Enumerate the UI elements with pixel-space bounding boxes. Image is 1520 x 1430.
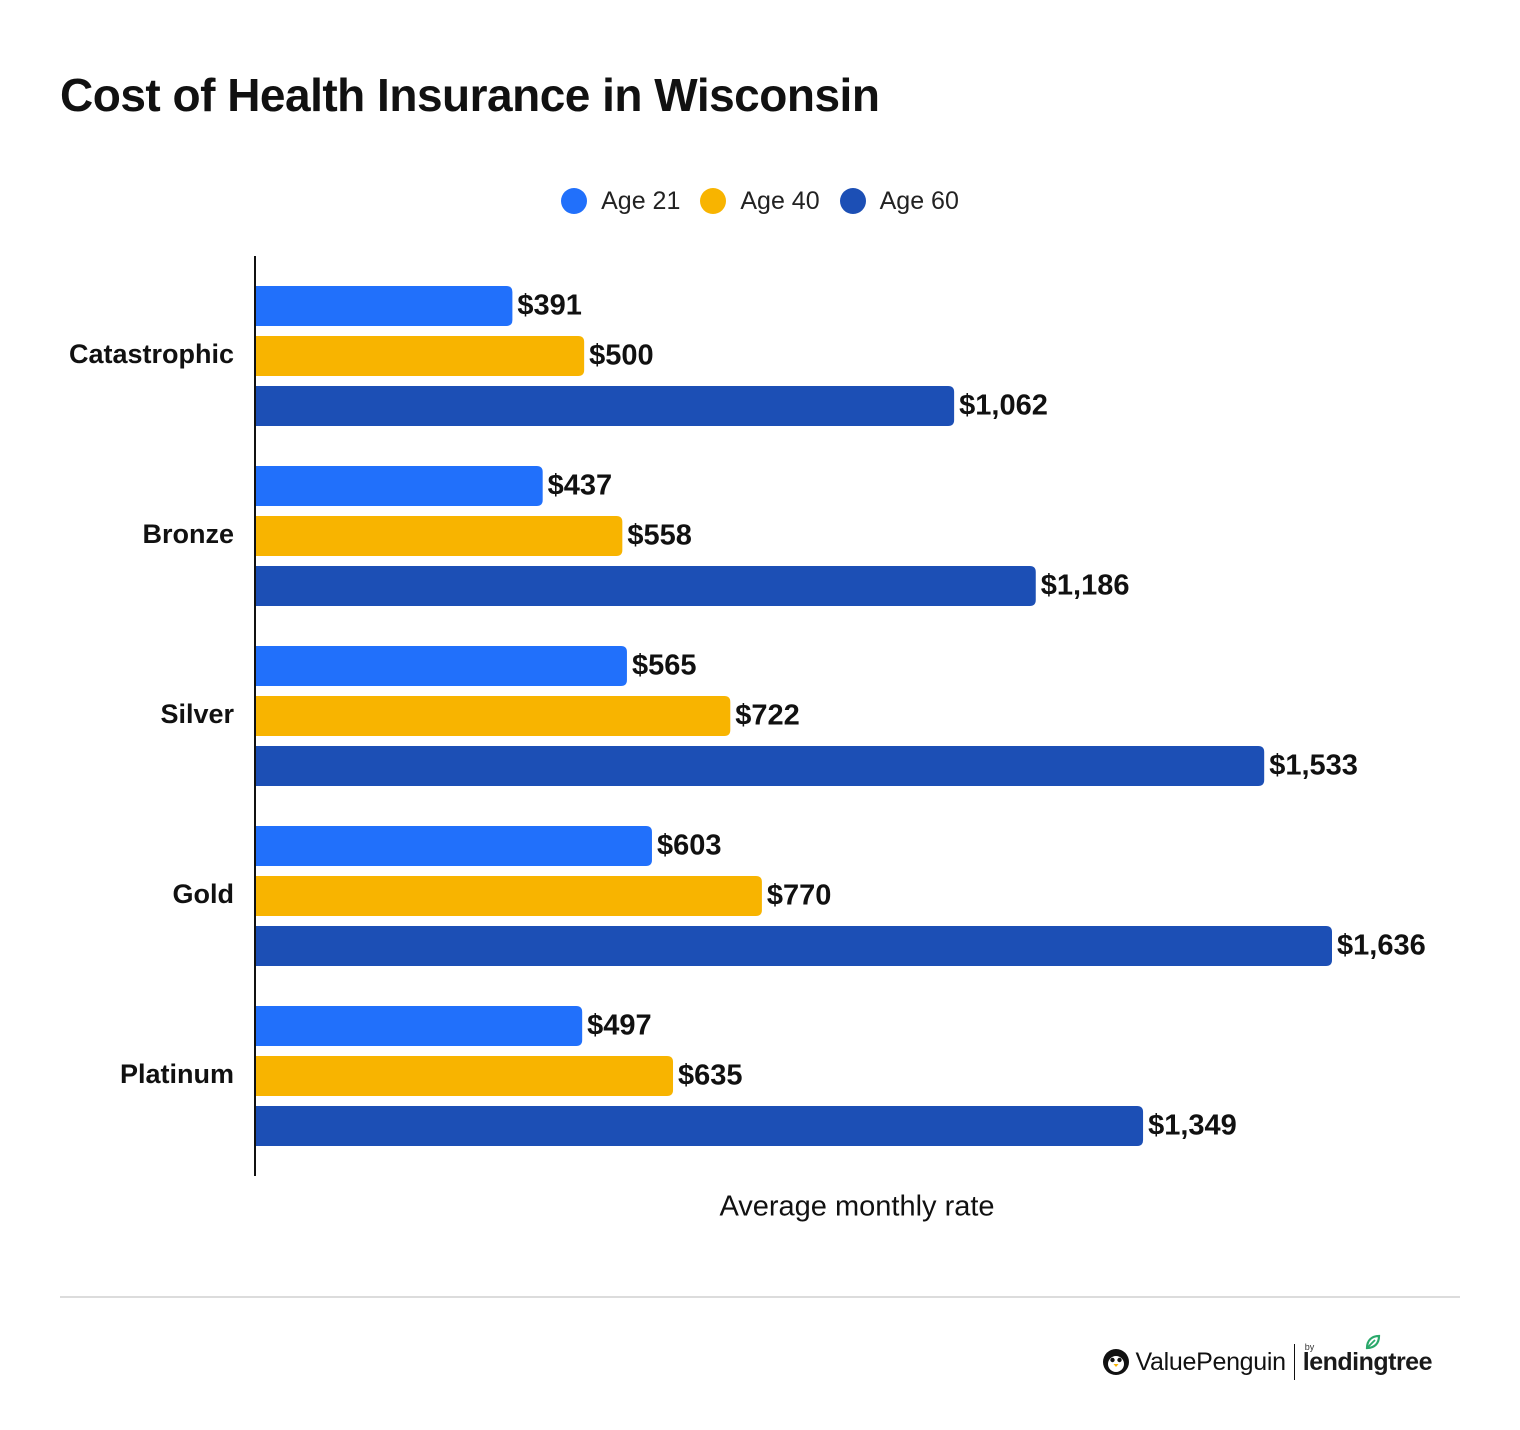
data-label-catastrophic-age-21: $391 — [517, 290, 582, 322]
data-label-gold-age-60: $1,636 — [1337, 930, 1426, 962]
bar-platinum-age-40 — [255, 1056, 674, 1096]
legend-item-age-60: Age 60 — [839, 186, 959, 216]
category-label-platinum: Platinum — [120, 1059, 234, 1089]
legend-label-age-60: Age 60 — [879, 186, 959, 215]
bar-catastrophic-age-60 — [255, 386, 955, 426]
bar-chart: Catastrophic $391$500 $1,062 Bronze $437 $558… — [69, 256, 1426, 1223]
category-label-catastrophic: Catastrophic — [69, 339, 234, 369]
category-label-silver: Silver — [160, 699, 234, 729]
data-label-catastrophic-age-40: $500 — [589, 340, 654, 372]
data-label-silver-age-21: $565 — [632, 650, 697, 682]
x-axis-label: Average monthly rate — [719, 1191, 994, 1223]
penguin-icon — [1102, 1349, 1129, 1375]
data-label-silver-age-60: $1,533 — [1269, 750, 1358, 782]
category-label-bronze: Bronze — [142, 519, 234, 549]
bar-catastrophic-age-21 — [255, 286, 513, 326]
bar-platinum-age-60 — [255, 1106, 1144, 1146]
chart-legend: Age 21 Age 40 Age 60 — [0, 183, 1520, 219]
bar-gold-age-21 — [255, 826, 652, 866]
data-label-bronze-age-40: $558 — [627, 520, 692, 552]
bar-catastrophic-age-40 — [255, 336, 585, 376]
lendingtree-wordmark: lendingtree — [1302, 1347, 1433, 1376]
data-label-bronze-age-21: $437 — [548, 470, 613, 502]
chart-title: Cost of Health Insurance in Wisconsin — [60, 69, 880, 121]
data-label-platinum-age-40: $635 — [678, 1060, 743, 1092]
data-label-silver-age-40: $722 — [735, 700, 800, 732]
bar-gold-age-40 — [255, 876, 762, 916]
data-label-gold-age-40: $770 — [767, 880, 832, 912]
valuepenguin-wordmark: ValuePenguin — [1135, 1347, 1287, 1376]
bar-platinum-age-21 — [255, 1006, 583, 1046]
data-label-platinum-age-60: $1,349 — [1148, 1110, 1237, 1142]
legend-label-age-21: Age 21 — [601, 186, 681, 215]
lendingtree-logo: by lendingtree — [1302, 1334, 1433, 1377]
legend-swatch-age-40 — [700, 188, 727, 214]
footer-divider — [60, 1296, 1460, 1298]
bar-silver-age-60 — [255, 746, 1265, 786]
bar-bronze-age-21 — [255, 466, 543, 506]
bar-bronze-age-60 — [255, 566, 1036, 606]
legend-item-age-40: Age 40 — [700, 186, 820, 216]
brand-separator — [1293, 1344, 1295, 1380]
data-label-catastrophic-age-60: $1,062 — [959, 390, 1048, 422]
valuepenguin-logo: ValuePenguin — [1102, 1348, 1286, 1377]
bar-gold-age-60 — [255, 926, 1332, 966]
legend-item-age-21: Age 21 — [561, 187, 680, 216]
data-label-platinum-age-21: $497 — [587, 1010, 652, 1042]
leaf-icon — [1365, 1334, 1380, 1349]
data-label-gold-age-21: $603 — [657, 830, 722, 862]
bar-silver-age-40 — [255, 696, 731, 736]
legend-swatch-age-21 — [561, 188, 588, 214]
bar-bronze-age-40 — [255, 516, 623, 556]
bar-silver-age-21 — [255, 646, 627, 686]
data-label-bronze-age-60: $1,186 — [1041, 570, 1130, 602]
category-label-gold: Gold — [173, 879, 235, 909]
brand-logo: ValuePenguin by lendingtree — [1102, 1334, 1433, 1384]
lendingtree-by: by — [1304, 1341, 1315, 1352]
legend-label-age-40: Age 40 — [740, 186, 820, 215]
legend-swatch-age-60 — [839, 188, 866, 214]
